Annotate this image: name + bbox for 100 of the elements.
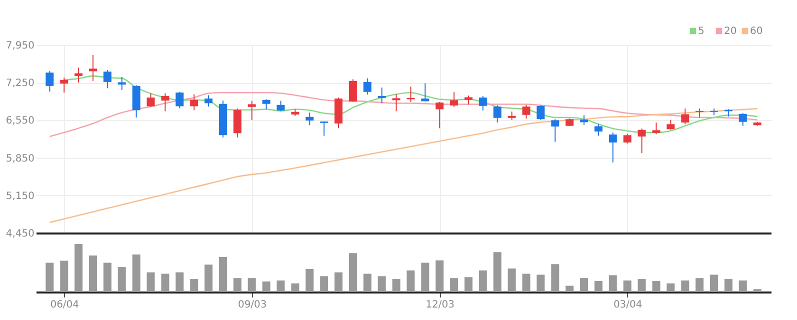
bar xyxy=(638,279,646,292)
x-tick-label: 03/04 xyxy=(613,300,642,310)
bar xyxy=(132,254,140,292)
bar xyxy=(233,278,242,292)
bar xyxy=(493,252,502,292)
y-tick-label: 5,850 xyxy=(6,153,34,164)
bar xyxy=(666,283,675,292)
candlestick xyxy=(536,104,545,120)
bar xyxy=(594,280,602,292)
candlestick xyxy=(248,100,256,120)
bar xyxy=(696,278,704,292)
candlestick xyxy=(478,95,487,112)
legend-label: 60 xyxy=(750,26,763,37)
bar xyxy=(74,244,83,292)
candlestick xyxy=(60,77,68,94)
legend-label: 5 xyxy=(698,26,704,37)
candlestick xyxy=(551,118,560,142)
bar xyxy=(378,276,386,292)
candlestick xyxy=(276,100,285,112)
candlestick xyxy=(580,114,588,126)
candlestick xyxy=(378,87,386,104)
bar xyxy=(522,274,530,292)
candlestick xyxy=(88,54,97,82)
x-tick-label: 12/03 xyxy=(426,300,455,310)
bar xyxy=(464,277,472,292)
bar xyxy=(190,279,198,292)
bar xyxy=(218,256,227,292)
candlestick xyxy=(738,112,747,126)
candlestick xyxy=(103,69,112,89)
bar xyxy=(436,260,444,292)
bar xyxy=(103,262,112,292)
candlestick xyxy=(262,98,270,110)
bar xyxy=(753,289,762,292)
candlestick xyxy=(406,86,415,102)
bar xyxy=(248,278,256,292)
bar xyxy=(450,278,458,292)
candlestick xyxy=(233,108,242,138)
bar xyxy=(118,267,126,292)
candlestick xyxy=(652,122,660,135)
bar xyxy=(363,274,372,292)
candlestick xyxy=(146,92,155,108)
bar xyxy=(88,256,97,292)
bar xyxy=(608,275,617,292)
y-tick-label: 5,150 xyxy=(6,190,34,202)
y-tick-label: 7,250 xyxy=(6,78,34,90)
candlestick xyxy=(74,67,83,84)
bar xyxy=(320,276,328,292)
candlestick xyxy=(176,91,184,109)
bar xyxy=(46,262,54,292)
bar xyxy=(536,274,545,292)
candlestick xyxy=(348,78,357,102)
candlestick xyxy=(450,91,458,108)
x-tick-label: 09/03 xyxy=(238,300,267,310)
bar xyxy=(334,272,343,292)
bar xyxy=(724,279,732,292)
bar xyxy=(710,274,718,292)
bar xyxy=(566,286,574,292)
bar xyxy=(348,253,357,292)
candlestick xyxy=(638,128,646,154)
candlestick xyxy=(363,78,372,96)
bar xyxy=(681,280,690,292)
bar xyxy=(306,268,314,292)
bar xyxy=(406,270,415,292)
candlestick xyxy=(522,104,530,120)
candlestick xyxy=(608,132,617,163)
y-tick-label: 7,950 xyxy=(6,40,34,52)
bar xyxy=(176,272,184,292)
y-tick-label: 6,550 xyxy=(6,116,34,127)
bar xyxy=(204,264,213,292)
candlestick xyxy=(666,119,675,130)
candlestick xyxy=(204,94,213,108)
candlestick xyxy=(681,108,690,125)
candlestick xyxy=(623,133,632,144)
x-tick-label: 06/04 xyxy=(50,300,80,310)
bar xyxy=(146,272,155,292)
bar xyxy=(161,274,170,292)
bar xyxy=(291,283,300,292)
line-series xyxy=(49,108,758,224)
candlestick xyxy=(436,101,444,129)
bar xyxy=(551,264,560,292)
bar xyxy=(738,280,747,292)
bar xyxy=(421,262,430,292)
bar xyxy=(580,278,588,292)
candlestick xyxy=(190,94,198,111)
candlestick xyxy=(594,124,602,136)
bar xyxy=(392,279,400,292)
candlestick xyxy=(46,70,54,92)
line-series xyxy=(49,92,758,138)
bar xyxy=(623,280,632,292)
candlestick xyxy=(493,104,502,124)
candlestick xyxy=(306,112,314,126)
legend-label: 20 xyxy=(724,26,737,37)
y-tick-label: 4,450 xyxy=(6,228,34,240)
candlestick xyxy=(421,82,430,102)
bar xyxy=(652,280,660,292)
bar xyxy=(276,280,285,292)
candlestick xyxy=(320,120,328,136)
candlestick xyxy=(161,92,170,112)
bar xyxy=(508,268,516,292)
bar xyxy=(60,260,68,292)
